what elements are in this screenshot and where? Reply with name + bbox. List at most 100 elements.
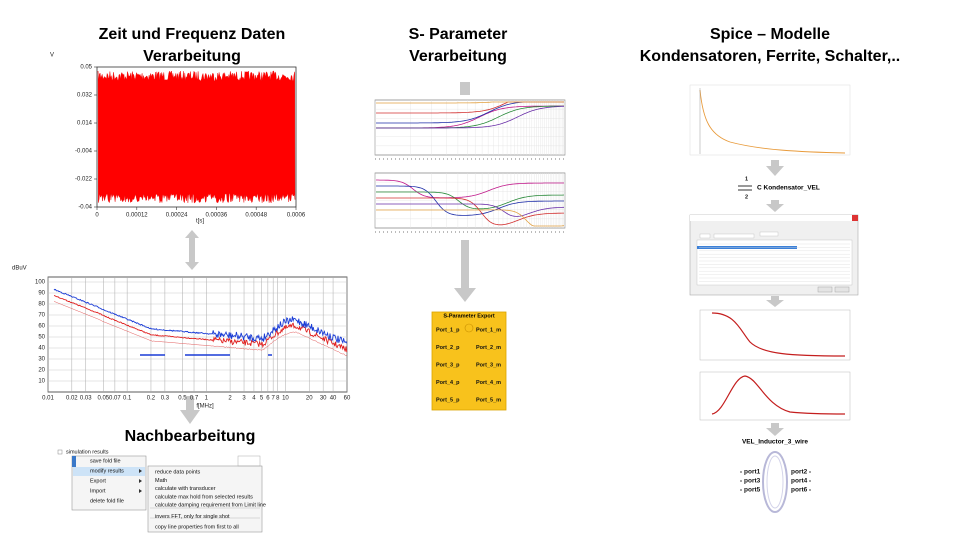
signal xyxy=(97,70,296,204)
x-tick-label: 0.02 xyxy=(66,396,78,402)
y-tick-label: 40 xyxy=(38,346,45,352)
component-label: VEL_Inductor_3_wire xyxy=(742,439,808,446)
submenu-item[interactable]: reduce data points xyxy=(155,469,201,475)
x-tick-label: 0.3 xyxy=(161,396,170,402)
spectrum xyxy=(53,295,348,353)
x-tick-label: 0.00048 xyxy=(245,213,267,219)
submenu-box xyxy=(147,465,263,533)
arrow xyxy=(454,240,476,302)
trace xyxy=(376,203,565,217)
x-tick-label: 8 xyxy=(276,396,280,402)
menu-item[interactable]: delete fold file xyxy=(90,498,124,504)
submenu-item[interactable]: Math xyxy=(155,478,167,484)
y-tick-label: 100 xyxy=(35,280,46,286)
spectrum xyxy=(53,301,347,356)
submenu-item[interactable]: calculate damping requirement from Limit… xyxy=(155,503,266,509)
submenu-item[interactable]: invers FFT, only for single shot xyxy=(155,514,230,520)
port-pin xyxy=(809,471,811,473)
submenu-arrow xyxy=(139,489,142,493)
spice-column: 1 2 C Kondensator_VEL VEL_Inductor_3_wir… xyxy=(689,84,859,513)
x-tick-label: 7 xyxy=(271,396,275,402)
port-label: Port_4_m xyxy=(476,380,501,386)
y-tick-label: -0.04 xyxy=(78,205,92,211)
button[interactable] xyxy=(834,286,850,293)
x-tick-label: 40 xyxy=(330,396,337,402)
plot-frame xyxy=(699,309,851,361)
selection-marker xyxy=(72,456,76,467)
x-tick-label: 0.07 xyxy=(109,396,121,402)
port-label: port6 xyxy=(791,487,808,494)
trace xyxy=(376,101,564,104)
y-unit: V xyxy=(50,53,54,59)
pin-label: 2 xyxy=(745,194,748,200)
heading: Nachbearbeitung xyxy=(125,428,256,445)
inductor-core xyxy=(762,451,788,513)
x-label: f[MHz] xyxy=(196,404,214,410)
menu-item[interactable]: Export xyxy=(90,478,106,484)
menu-item[interactable]: save fold file xyxy=(90,458,121,464)
x-tick-label: 60 xyxy=(344,396,351,402)
submenu-item[interactable]: calculate max hold from selected results xyxy=(155,494,253,500)
context-menu: simulation results save fold file modify … xyxy=(57,449,266,533)
curve xyxy=(699,89,846,154)
port-label: port5 xyxy=(744,487,761,494)
window-close[interactable] xyxy=(852,215,858,221)
submenu-arrow xyxy=(139,479,142,483)
x-tick-label: 0.0006 xyxy=(287,213,306,219)
tree-toggle[interactable] xyxy=(57,449,63,455)
heading: Spice – Modelle xyxy=(710,26,830,43)
curve xyxy=(711,375,846,415)
x-tick-label: 0.7 xyxy=(190,396,199,402)
background-fragment xyxy=(237,455,261,467)
trace xyxy=(376,179,564,199)
component-label: C Kondensator_VEL xyxy=(757,185,820,192)
plot-frame xyxy=(689,84,851,156)
x-tick-label: 0 xyxy=(95,213,99,219)
submenu-item[interactable]: calculate with transducer xyxy=(155,486,216,492)
menu-item[interactable]: Import xyxy=(90,488,106,494)
submenu-arrow xyxy=(139,469,142,473)
arrow xyxy=(766,200,784,212)
block-title: S-Parameter Export xyxy=(443,313,495,319)
x-tick-label: 20 xyxy=(306,396,313,402)
menu-item[interactable]: modify results xyxy=(90,468,124,474)
y-tick-label: 0.014 xyxy=(77,121,93,127)
x-tick-label: 0.00036 xyxy=(206,213,228,219)
tree-root[interactable]: simulation results xyxy=(66,449,109,455)
x-tick-label: 0.00024 xyxy=(166,213,188,219)
port-label: Port_4_p xyxy=(436,380,460,386)
block-body xyxy=(431,311,507,411)
y-tick-label: -0.022 xyxy=(75,177,93,183)
x-tick-label: 6 xyxy=(266,396,270,402)
port-label: Port_3_p xyxy=(436,362,460,368)
x-tick-label: 0.05 xyxy=(97,396,109,402)
arrow xyxy=(180,396,200,424)
port-label: Port_2_m xyxy=(476,345,501,351)
export-block: S-Parameter Export Port_1_p Port_1_m Port_… xyxy=(431,311,507,411)
trace xyxy=(376,185,564,216)
port-label: Port_5_p xyxy=(436,397,460,403)
window-titlebar xyxy=(690,215,858,221)
button[interactable] xyxy=(817,286,833,293)
port-label: Port_5_m xyxy=(476,397,501,403)
y-tick-label: 50 xyxy=(38,335,45,341)
y-tick-label: -0.004 xyxy=(75,149,93,155)
arrow xyxy=(766,423,784,436)
submenu-item[interactable]: copy line properties from first to all xyxy=(155,524,239,530)
y-unit: dBuV xyxy=(12,266,27,272)
port-pin xyxy=(809,489,811,491)
menu-box xyxy=(71,455,147,511)
port-pin xyxy=(740,489,742,491)
y-tick-label: 0.032 xyxy=(77,93,93,99)
trace xyxy=(376,191,565,210)
y-tick-label: 0.05 xyxy=(80,65,92,71)
spectrum xyxy=(53,288,348,345)
x-tick-label: 0.5 xyxy=(178,396,187,402)
block-icon xyxy=(464,323,474,333)
arrow xyxy=(766,160,784,176)
x-tick-label: 2 xyxy=(228,396,232,402)
x-tick-label: 0.01 xyxy=(42,396,54,402)
menu-highlight xyxy=(73,467,145,476)
heading: Kondensatoren, Ferrite, Schalter,.. xyxy=(640,48,901,65)
x-tick-label: 3 xyxy=(242,396,246,402)
